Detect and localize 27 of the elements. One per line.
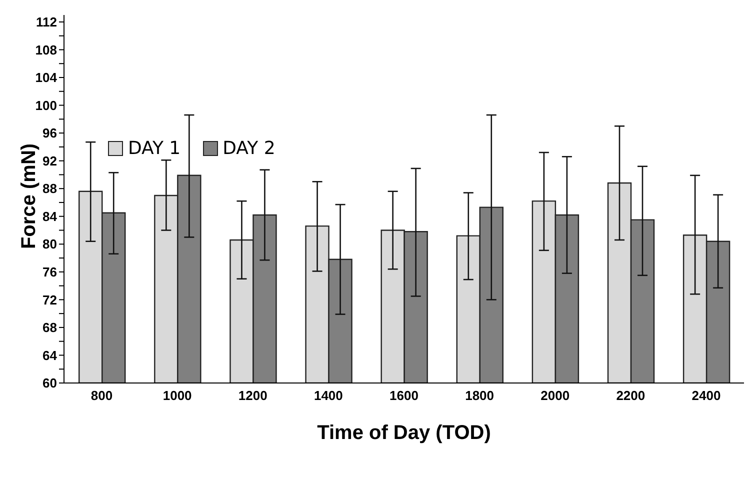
y-tick-label: 60 [42, 376, 57, 391]
y-tick-label: 84 [42, 208, 58, 224]
x-tick-label: 1400 [314, 388, 343, 404]
legend-label: DAY 1 [128, 138, 181, 159]
y-tick-label: 104 [35, 70, 58, 86]
x-axis-title: Time of Day (TOD) [317, 422, 491, 444]
x-tick-label: 2000 [540, 388, 570, 404]
y-tick-label: 80 [42, 236, 57, 252]
y-tick-label: 108 [35, 42, 57, 58]
y-tick-label: 92 [42, 153, 57, 168]
y-tick-label: 76 [42, 264, 57, 280]
x-tick-label: 1200 [238, 388, 268, 404]
x-tick-label: 1600 [390, 388, 418, 404]
y-tick-label: 88 [42, 181, 57, 196]
x-tick-label: 1000 [162, 388, 192, 404]
x-tick-label: 2400 [692, 388, 721, 404]
x-tick-label: 1800 [465, 388, 494, 404]
legend-label: DAY 2 [222, 138, 276, 159]
y-tick-label: 112 [36, 14, 57, 30]
y-tick-label: 64 [42, 348, 58, 363]
y-tick-label: 100 [35, 98, 57, 113]
x-tick-label: 2200 [616, 388, 646, 404]
y-axis-title: Force (mN) [18, 143, 40, 249]
y-tick-label: 68 [42, 320, 57, 336]
x-tick-label: 800 [90, 388, 113, 404]
y-tick-label: 72 [42, 292, 57, 308]
y-tick-label: 96 [42, 126, 57, 141]
